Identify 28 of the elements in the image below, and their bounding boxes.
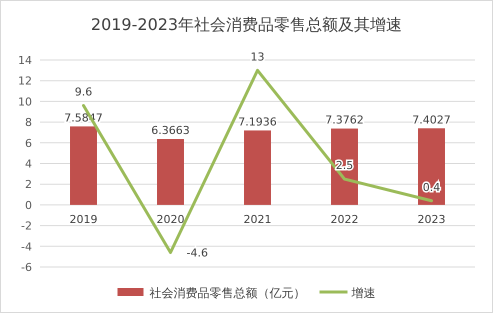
chart-title: 2019-2023年社会消费品零售总额及其增速 xyxy=(90,15,402,34)
y-tick-label: 10 xyxy=(18,95,32,108)
y-tick-label: 2 xyxy=(25,178,32,192)
legend-label: 社会消费品零售总额（亿元） xyxy=(150,286,306,300)
x-tick-label: 2022 xyxy=(330,212,358,226)
x-tick-label: 2023 xyxy=(418,212,446,226)
x-tick-label: 2019 xyxy=(70,212,98,226)
y-tick-label: -2 xyxy=(21,220,32,233)
x-tick-label: 2021 xyxy=(244,212,272,226)
data-label: 2.5 xyxy=(336,159,354,172)
x-tick-label: 2020 xyxy=(156,212,184,226)
data-label: 0.4 xyxy=(422,180,440,194)
data-label: -4.6 xyxy=(186,246,208,260)
data-label: 7.3762 xyxy=(325,114,364,127)
y-tick-label: 4 xyxy=(25,158,32,170)
y-tick-label: -4 xyxy=(21,240,32,254)
y-tick-label: 0 xyxy=(25,198,32,212)
y-tick-label: 14 xyxy=(18,54,32,67)
legend-label: 增速 xyxy=(350,286,376,300)
y-tick-label: 6 xyxy=(25,136,32,150)
y-tick-label: 8 xyxy=(25,116,32,130)
data-label: 9.6 xyxy=(74,86,92,99)
data-label: 7.4027 xyxy=(412,113,451,126)
y-tick-label: -6 xyxy=(21,261,32,274)
data-label: 6.3663 xyxy=(151,124,190,138)
y-tick-label: 12 xyxy=(18,74,32,88)
data-label: 13 xyxy=(250,50,264,64)
data-label: 7.1936 xyxy=(238,115,277,128)
